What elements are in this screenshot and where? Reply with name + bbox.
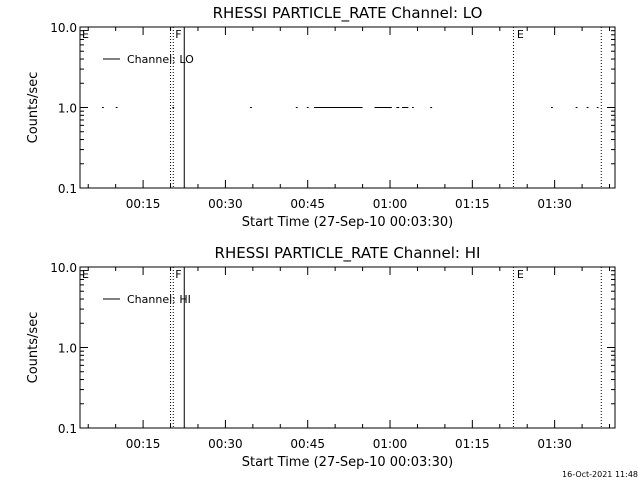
y-tick-label: 10.0 bbox=[50, 21, 77, 35]
x-axis-label: Start Time (27-Sep-10 00:03:30) bbox=[242, 455, 453, 470]
x-tick-label: 00:30 bbox=[208, 197, 243, 211]
y-axis-label: Counts/sec bbox=[26, 312, 41, 384]
legend-label: Channel: LO bbox=[127, 53, 194, 66]
hi-channel-panel: RHESSI PARTICLE_RATE Channel: HI Counts/s… bbox=[26, 244, 616, 470]
x-tick-label: 01:30 bbox=[537, 197, 572, 211]
y-axis-label: Counts/sec bbox=[26, 72, 41, 144]
y-tick-label: 0.1 bbox=[58, 422, 77, 436]
chart-title: RHESSI PARTICLE_RATE Channel: LO bbox=[213, 4, 483, 23]
x-tick-label: 01:30 bbox=[537, 437, 572, 451]
x-tick-label: 01:15 bbox=[455, 437, 490, 451]
flag-label: E bbox=[82, 268, 89, 281]
timestamp-footer: 16-Oct-2021 11:48 bbox=[562, 470, 638, 479]
flag-label: E bbox=[82, 28, 89, 41]
chart-title: RHESSI PARTICLE_RATE Channel: HI bbox=[215, 244, 481, 263]
y-tick-label: 0.1 bbox=[58, 182, 77, 196]
plot-frame bbox=[79, 266, 616, 429]
x-tick-label: 01:15 bbox=[455, 197, 490, 211]
x-tick-label: 00:45 bbox=[290, 437, 325, 451]
y-tick-label: 1.0 bbox=[58, 102, 77, 116]
x-axis-label: Start Time (27-Sep-10 00:03:30) bbox=[242, 215, 453, 230]
y-tick-label: 1.0 bbox=[58, 342, 77, 356]
x-tick-label: 01:00 bbox=[373, 197, 408, 211]
x-tick-label: 01:00 bbox=[373, 437, 408, 451]
legend-label: Channel: HI bbox=[127, 293, 191, 306]
lo-channel-panel: RHESSI PARTICLE_RATE Channel: LO Counts/s… bbox=[26, 4, 616, 230]
flag-label: F bbox=[175, 268, 181, 281]
x-tick-label: 00:15 bbox=[126, 197, 161, 211]
x-tick-label: 00:45 bbox=[290, 197, 325, 211]
y-tick-label: 10.0 bbox=[50, 261, 77, 275]
flag-label: E bbox=[517, 28, 524, 41]
x-tick-label: 00:15 bbox=[126, 437, 161, 451]
x-tick-label: 00:30 bbox=[208, 437, 243, 451]
flag-label: F bbox=[175, 28, 181, 41]
flag-label: E bbox=[517, 268, 524, 281]
